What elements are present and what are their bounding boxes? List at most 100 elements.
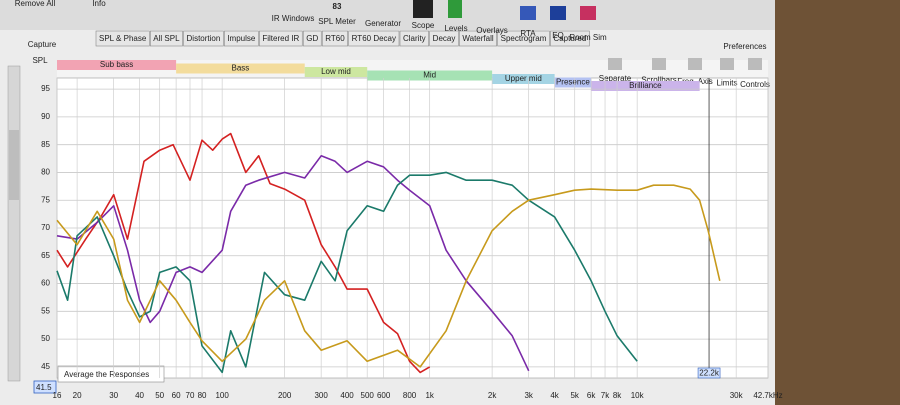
tool-label[interactable]: Controls — [740, 80, 770, 89]
eq-icon[interactable] — [550, 6, 566, 20]
tab[interactable] — [348, 30, 400, 47]
x-tick-label: 200 — [278, 391, 292, 400]
scrollbar[interactable] — [7, 65, 21, 382]
band-label: Upper mid — [505, 74, 542, 83]
toolbar-button[interactable]: Remove All — [15, 0, 56, 8]
x-tick-label: 3k — [524, 391, 533, 400]
x-tick-label: 16 — [53, 391, 62, 400]
x-tick-label: 42.7kHz — [753, 391, 782, 400]
tab[interactable] — [259, 30, 303, 47]
x-tick-label: 8k — [613, 391, 622, 400]
toolbar-button[interactable]: SPL Meter — [318, 17, 356, 26]
tab[interactable] — [95, 30, 150, 47]
response-line — [56, 132, 431, 374]
tool-icon[interactable] — [748, 58, 762, 70]
y-tick-label: 50 — [41, 334, 50, 343]
tab-label[interactable]: Impulse — [227, 34, 256, 43]
y-tick-label: 75 — [41, 195, 50, 204]
rta-icon[interactable] — [520, 6, 536, 20]
tab-label[interactable]: GD — [306, 34, 318, 43]
tab[interactable] — [497, 30, 550, 47]
x-tick-label: 100 — [215, 391, 229, 400]
tab-label[interactable]: All SPL — [153, 34, 180, 43]
band — [304, 67, 368, 77]
tool-icon[interactable] — [688, 58, 702, 70]
x-tick-label: 30k — [730, 391, 744, 400]
x-tick-label: 4k — [550, 391, 559, 400]
toolbar-button[interactable]: Overlays — [476, 26, 508, 35]
x-tick-label: 40 — [135, 391, 144, 400]
tab[interactable] — [149, 30, 183, 47]
tool-icon[interactable] — [720, 58, 734, 70]
tab-label[interactable]: Clarity — [403, 34, 426, 43]
toolbar-button[interactable]: Scope — [412, 21, 435, 30]
x-tick-label: 800 — [403, 391, 417, 400]
toolbar-button[interactable]: Info — [92, 0, 106, 8]
tab-label[interactable]: Decay — [433, 34, 456, 43]
tab[interactable] — [302, 30, 322, 47]
scope-icon[interactable] — [413, 0, 433, 18]
cursor-box — [697, 367, 721, 379]
x-tick-label: 30 — [109, 391, 118, 400]
levels-icon[interactable] — [448, 0, 462, 18]
y-tick-label: 55 — [41, 306, 50, 315]
tab-label[interactable]: Distortion — [187, 34, 221, 43]
annotation[interactable]: Average the Responses — [64, 370, 149, 379]
tab-label[interactable]: RT60 Decay — [352, 34, 396, 43]
band — [554, 77, 592, 88]
axis-name: SPL — [32, 56, 48, 65]
x-tick-label: 7k — [601, 391, 610, 400]
spl-reading: 83 — [333, 2, 342, 11]
toolbar-button[interactable]: IR Windows — [272, 14, 315, 23]
band — [591, 81, 700, 91]
tool-icon[interactable] — [652, 58, 666, 70]
toolbar-button[interactable]: Levels — [444, 24, 467, 33]
toolbar-button[interactable]: Generator — [365, 19, 401, 28]
toolbar-button[interactable]: EQ — [552, 31, 564, 40]
x-tick-label: 2k — [488, 391, 497, 400]
band-label: Bass — [232, 64, 250, 73]
tab-label[interactable]: SPL & Phase — [99, 34, 147, 43]
x-tick-label: 600 — [377, 391, 391, 400]
y-tick-label: 85 — [41, 140, 50, 149]
x-tick-label: 50 — [155, 391, 164, 400]
scrollbar-thumb[interactable] — [9, 130, 19, 200]
band-label: Presence — [556, 78, 590, 87]
tab[interactable] — [321, 30, 348, 47]
tab-label[interactable]: RT60 — [325, 34, 345, 43]
tab[interactable] — [429, 30, 459, 47]
x-tick-label: 1k — [425, 391, 434, 400]
x-tick-label: 6k — [587, 391, 596, 400]
tab-label[interactable]: Waterfall — [462, 34, 493, 43]
x-tick-label: 5k — [570, 391, 579, 400]
range-box[interactable] — [33, 380, 57, 394]
tab-label[interactable]: Spectrogram — [501, 34, 547, 43]
response-line — [56, 184, 721, 368]
tool-label[interactable]: Separate — [599, 74, 632, 83]
tab-label[interactable]: Filtered IR — [262, 34, 299, 43]
range-value[interactable]: 41.5 — [36, 383, 52, 392]
y-tick-label: 45 — [41, 362, 50, 371]
toolbar-button[interactable]: Preferences — [723, 42, 766, 51]
room-sim-icon[interactable] — [580, 6, 596, 20]
x-tick-label: 300 — [314, 391, 328, 400]
tab[interactable] — [224, 30, 259, 47]
toolbar-button[interactable]: RTA — [520, 29, 536, 38]
tab[interactable] — [399, 30, 429, 47]
band — [57, 60, 177, 70]
cursor-label: 22.2k — [699, 369, 720, 378]
tab[interactable] — [550, 30, 590, 47]
capture-label[interactable]: Capture — [28, 40, 57, 49]
tab[interactable] — [459, 30, 497, 47]
tab[interactable] — [183, 30, 224, 47]
toolbar-button[interactable]: Room Sim — [569, 33, 607, 42]
band — [176, 63, 305, 74]
tab-bar: SPL & Phase All SPL Distortion Impulse Filte… — [95, 30, 590, 47]
tab-label[interactable]: Captured — [553, 34, 586, 43]
tool-label[interactable]: Scrollbars — [641, 76, 677, 85]
annotation-box[interactable] — [57, 365, 165, 383]
tool-label[interactable]: Limits — [717, 79, 738, 88]
x-tick-label: 500 — [361, 391, 375, 400]
tool-icon[interactable] — [608, 58, 622, 70]
